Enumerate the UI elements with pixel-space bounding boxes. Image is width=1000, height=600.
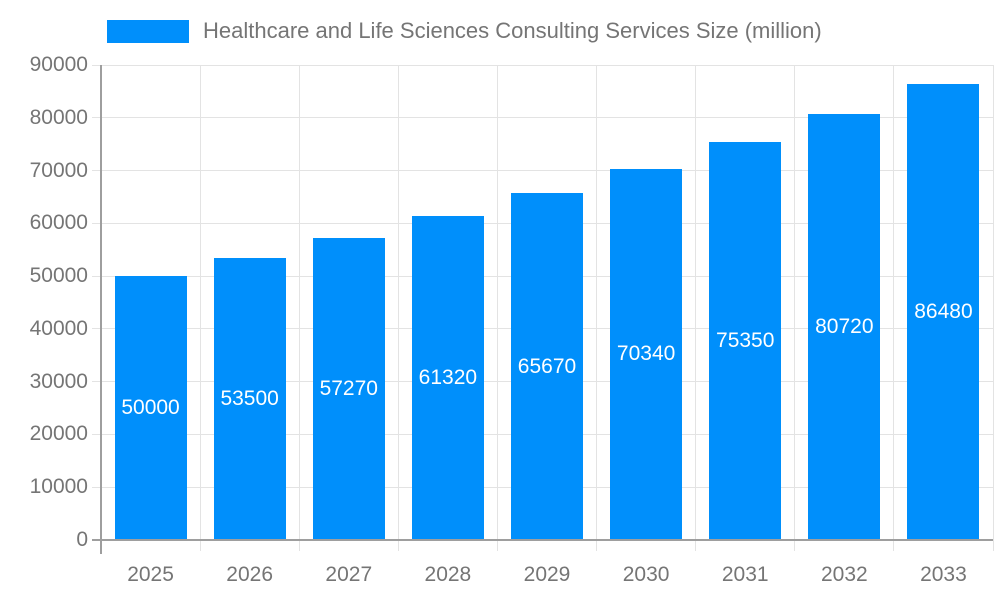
bar-2031[interactable] xyxy=(709,142,782,540)
bar-2032[interactable] xyxy=(808,113,881,540)
y-tick xyxy=(92,433,101,435)
v-gridline xyxy=(596,65,598,540)
y-tick xyxy=(92,222,101,224)
x-axis-label: 2029 xyxy=(523,563,571,586)
bar-2025[interactable] xyxy=(114,276,187,540)
bar-2029[interactable] xyxy=(511,193,583,540)
h-gridline xyxy=(101,117,993,119)
bar-2033[interactable] xyxy=(907,83,980,540)
y-tick xyxy=(92,275,101,277)
y-axis-label: 90000 xyxy=(29,53,88,76)
y-tick xyxy=(92,170,101,172)
x-tick xyxy=(496,540,498,551)
legend-label: Healthcare and Life Sciences Consulting … xyxy=(203,18,822,43)
v-gridline xyxy=(992,65,994,540)
x-tick xyxy=(794,540,796,551)
x-axis-label: 2031 xyxy=(721,563,769,586)
x-axis-label: 2025 xyxy=(127,563,174,586)
y-axis-label: 40000 xyxy=(29,316,88,340)
x-axis-line xyxy=(92,539,993,541)
x-tick xyxy=(397,540,399,551)
x-axis-label: 2032 xyxy=(820,563,868,586)
y-tick xyxy=(92,328,101,330)
v-gridline xyxy=(397,65,399,540)
v-gridline xyxy=(893,65,895,540)
y-axis-label: 60000 xyxy=(29,211,88,235)
y-tick xyxy=(92,486,101,488)
v-gridline xyxy=(794,65,796,540)
bar-2026[interactable] xyxy=(213,257,286,540)
x-tick xyxy=(893,540,895,551)
bar-2028[interactable] xyxy=(411,216,484,540)
h-gridline xyxy=(101,64,993,66)
bar-2027[interactable] xyxy=(312,237,385,540)
v-gridline xyxy=(496,65,498,540)
x-axis-label: 2030 xyxy=(622,563,670,586)
x-tick xyxy=(695,540,697,551)
y-tick xyxy=(92,381,101,383)
y-axis-label: 0 xyxy=(76,528,88,551)
bar-2030[interactable] xyxy=(610,168,683,540)
x-axis-label: 2028 xyxy=(424,563,472,586)
x-tick xyxy=(992,540,994,551)
x-axis-label: 2026 xyxy=(226,563,274,586)
h-gridline xyxy=(101,170,993,172)
y-axis-label: 50000 xyxy=(29,264,88,288)
y-axis-label: 30000 xyxy=(29,369,88,393)
y-axis-label: 10000 xyxy=(29,475,88,499)
legend-item[interactable]: Healthcare and Life Sciences Consulting … xyxy=(107,19,822,43)
y-axis-line xyxy=(100,65,102,554)
x-axis-label: 2027 xyxy=(325,563,373,586)
y-axis-label: 70000 xyxy=(29,158,88,182)
x-tick xyxy=(298,540,300,551)
x-tick xyxy=(596,540,598,551)
x-tick xyxy=(199,540,201,551)
v-gridline xyxy=(695,65,697,540)
y-axis-label: 20000 xyxy=(29,422,88,446)
y-tick xyxy=(92,117,101,119)
v-gridline xyxy=(298,65,300,540)
y-axis-label: 80000 xyxy=(29,105,88,129)
x-axis-label: 2033 xyxy=(920,563,967,586)
y-tick xyxy=(92,64,101,66)
v-gridline xyxy=(199,65,201,540)
legend-swatch xyxy=(107,19,189,43)
